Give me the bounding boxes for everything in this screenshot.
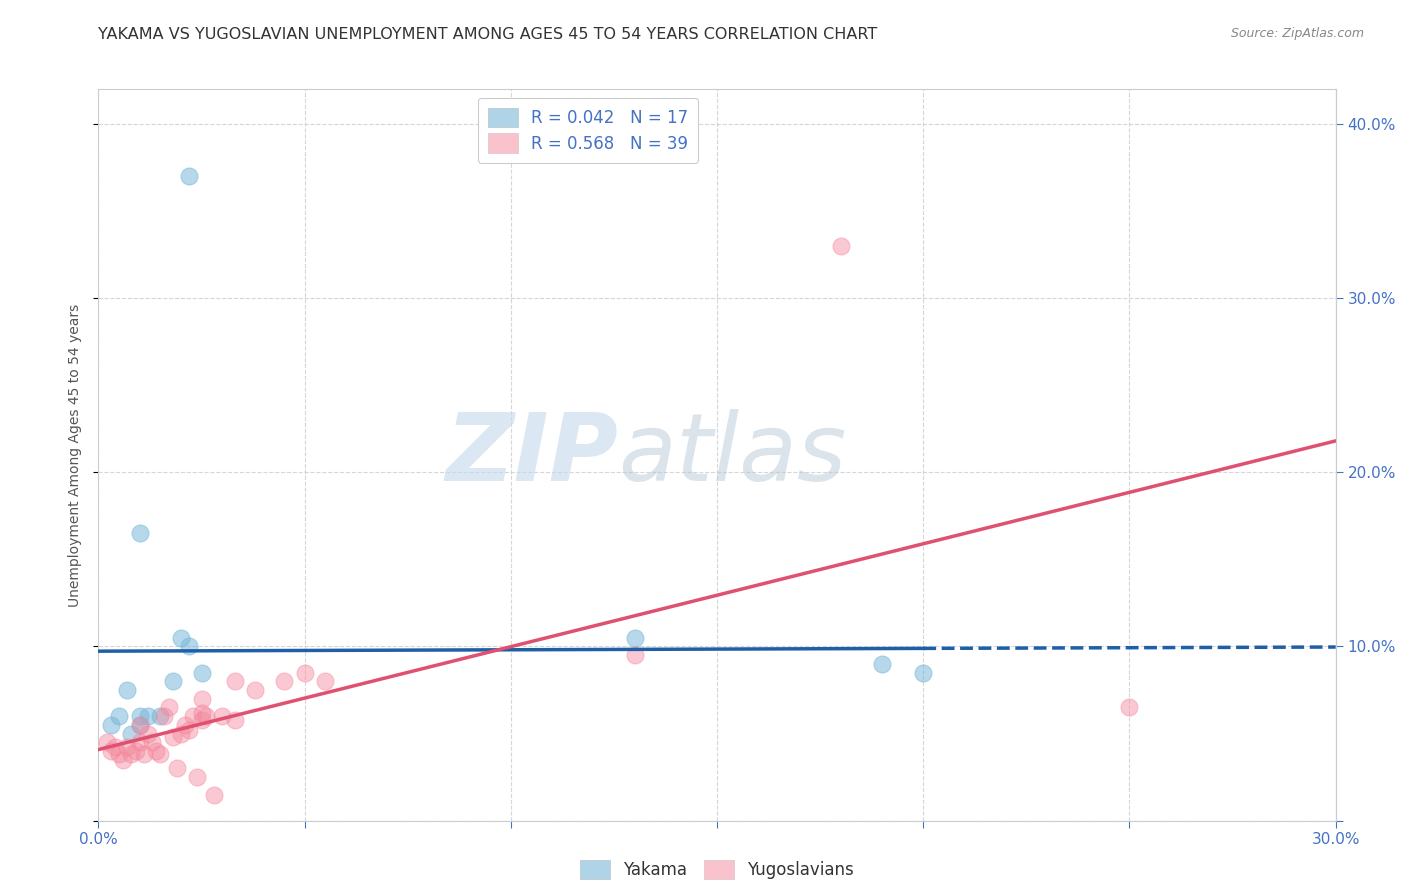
Point	[112, 753, 135, 767]
Point	[145, 744, 167, 758]
Point	[190, 706, 212, 720]
Point	[623, 648, 645, 663]
Point	[128, 718, 150, 732]
Legend: Yakama, Yugoslavians: Yakama, Yugoslavians	[574, 853, 860, 886]
Point	[170, 726, 193, 740]
Point	[117, 683, 139, 698]
Point	[100, 718, 122, 732]
Point	[108, 747, 131, 762]
Point	[149, 747, 172, 762]
Point	[194, 709, 217, 723]
Point	[181, 709, 204, 723]
Point	[314, 674, 336, 689]
Point	[136, 726, 159, 740]
Point	[224, 674, 246, 689]
Point	[202, 788, 225, 802]
Point	[179, 723, 201, 737]
Point	[128, 718, 150, 732]
Point	[128, 526, 150, 541]
Point	[108, 709, 131, 723]
Point	[623, 631, 645, 645]
Point	[190, 665, 212, 680]
Point	[120, 747, 142, 762]
Point	[179, 169, 201, 184]
Point	[162, 674, 184, 689]
Point	[136, 709, 159, 723]
Point	[273, 674, 295, 689]
Point	[132, 747, 155, 762]
Point	[141, 735, 163, 749]
Point	[179, 640, 201, 654]
Point	[153, 709, 176, 723]
Point	[149, 709, 172, 723]
Point	[166, 761, 188, 775]
Point	[190, 691, 212, 706]
Point	[170, 631, 193, 645]
Point	[128, 735, 150, 749]
Point	[186, 770, 208, 784]
Point	[120, 726, 142, 740]
Point	[870, 657, 893, 671]
Point	[157, 700, 180, 714]
Point	[294, 665, 316, 680]
Point	[243, 683, 266, 698]
Point	[224, 713, 246, 727]
Point	[128, 709, 150, 723]
Point	[1118, 700, 1140, 714]
Point	[96, 735, 118, 749]
Point	[162, 730, 184, 744]
Y-axis label: Unemployment Among Ages 45 to 54 years: Unemployment Among Ages 45 to 54 years	[69, 303, 83, 607]
Point	[117, 740, 139, 755]
Point	[100, 744, 122, 758]
Point	[830, 239, 852, 253]
Text: ZIP: ZIP	[446, 409, 619, 501]
Point	[104, 740, 127, 755]
Point	[912, 665, 935, 680]
Point	[190, 713, 212, 727]
Text: atlas: atlas	[619, 409, 846, 500]
Point	[124, 744, 146, 758]
Point	[174, 718, 197, 732]
Text: Source: ZipAtlas.com: Source: ZipAtlas.com	[1230, 27, 1364, 40]
Point	[211, 709, 233, 723]
Text: YAKAMA VS YUGOSLAVIAN UNEMPLOYMENT AMONG AGES 45 TO 54 YEARS CORRELATION CHART: YAKAMA VS YUGOSLAVIAN UNEMPLOYMENT AMONG…	[98, 27, 877, 42]
